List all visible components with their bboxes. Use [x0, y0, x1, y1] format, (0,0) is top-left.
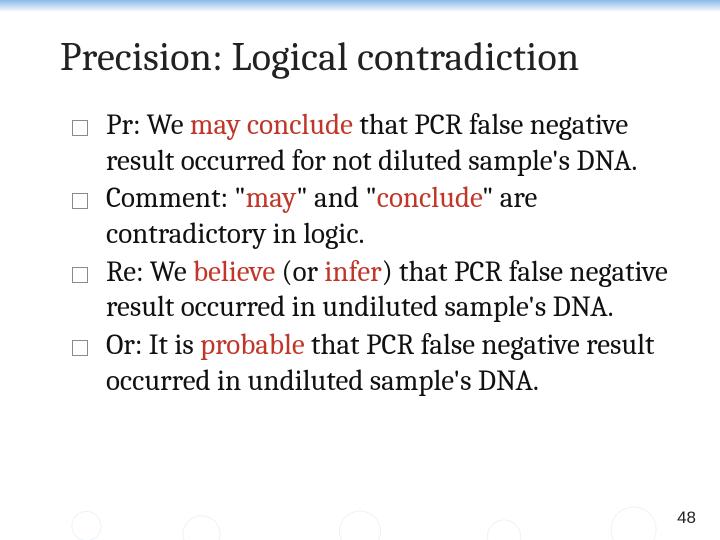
bullet-text: Comment: "may" and "conclude" are contra…	[106, 181, 680, 252]
bullet-item: Or: It is probable that PCR false negati…	[72, 328, 680, 399]
page-number: 48	[677, 508, 696, 528]
slide-title: Precision: Logical contradiction	[60, 34, 720, 80]
bullet-text: Or: It is probable that PCR false negati…	[106, 328, 680, 399]
decorative-wave-pattern	[0, 470, 720, 540]
bullet-text: Pr: We may conclude that PCR false negat…	[106, 108, 680, 179]
square-bullet-icon	[72, 193, 88, 209]
bullet-item: Pr: We may conclude that PCR false negat…	[72, 108, 680, 179]
bullet-item: Re: We believe (or infer) that PCR false…	[72, 255, 680, 326]
square-bullet-icon	[72, 340, 88, 356]
square-bullet-icon	[72, 120, 88, 136]
bullet-text: Re: We believe (or infer) that PCR false…	[106, 255, 680, 326]
square-bullet-icon	[72, 267, 88, 283]
bullet-list: Pr: We may conclude that PCR false negat…	[72, 108, 680, 399]
bullet-item: Comment: "may" and "conclude" are contra…	[72, 181, 680, 252]
top-gradient-bar	[0, 0, 720, 12]
